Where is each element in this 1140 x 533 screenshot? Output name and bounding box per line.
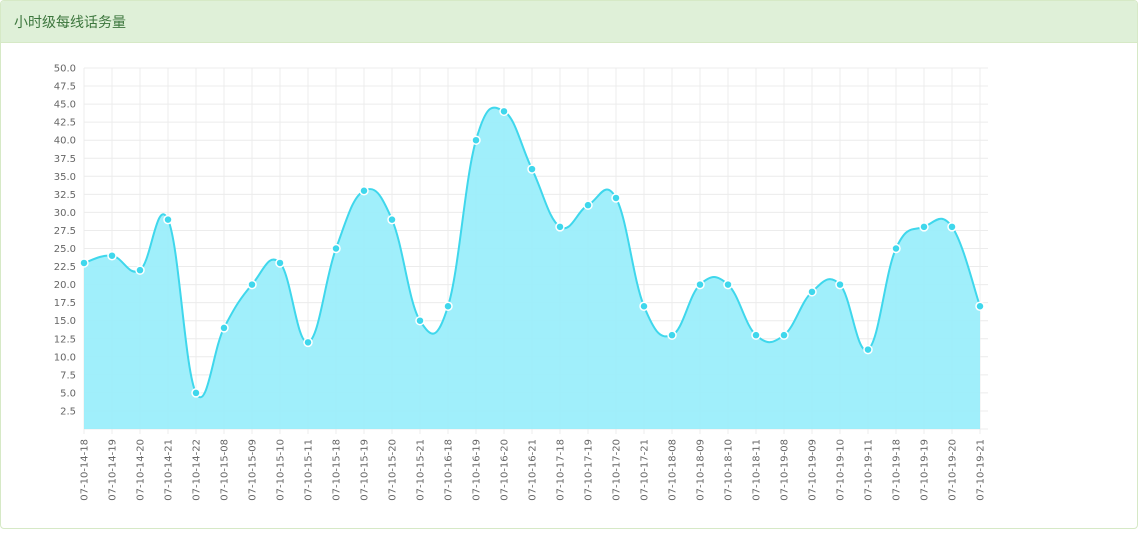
data-point: [807, 287, 817, 297]
y-tick-label: 2.5: [60, 406, 76, 417]
x-tick-label: 07-10-19-21: [976, 439, 987, 501]
data-point: [303, 337, 313, 348]
x-tick-label: 07-10-14-20: [136, 439, 147, 501]
y-tick-label: 10.0: [54, 352, 76, 363]
y-tick-label: 47.5: [54, 82, 76, 93]
y-tick-label: 22.5: [54, 262, 76, 273]
x-tick-label: 07-10-15-08: [220, 439, 231, 501]
x-tick-label: 07-10-15-20: [388, 439, 399, 501]
data-point: [611, 193, 621, 203]
x-tick-label: 07-10-18-11: [752, 439, 763, 501]
data-point: [247, 279, 257, 290]
data-point: [835, 279, 845, 290]
data-point: [779, 330, 789, 340]
data-point: [583, 200, 593, 210]
data-point: [79, 258, 89, 268]
y-tick-label: 27.5: [54, 226, 76, 237]
y-tick-label: 45.0: [54, 100, 76, 111]
data-point: [471, 135, 481, 145]
x-tick-label: 07-10-15-09: [248, 439, 259, 501]
data-point: [863, 344, 873, 355]
x-tick-label: 07-10-15-18: [332, 439, 343, 501]
x-tick-label: 07-10-16-20: [500, 439, 511, 501]
y-tick-label: 37.5: [54, 154, 76, 165]
data-point: [751, 330, 761, 340]
x-tick-label: 07-10-19-09: [808, 439, 819, 501]
y-tick-label: 50.0: [54, 64, 76, 75]
x-tick-label: 07-10-18-08: [668, 439, 679, 501]
data-point: [527, 164, 537, 174]
data-point: [359, 185, 369, 196]
y-tick-label: 30.0: [54, 208, 76, 219]
data-point: [331, 243, 341, 254]
data-point: [499, 106, 509, 117]
x-tick-label: 07-10-16-21: [528, 439, 539, 501]
data-point: [555, 222, 565, 232]
y-tick-label: 17.5: [54, 298, 76, 309]
x-tick-label: 07-10-18-09: [696, 439, 707, 501]
y-tick-label: 40.0: [54, 136, 76, 147]
y-tick-label: 15.0: [54, 316, 76, 327]
x-tick-label: 07-10-19-19: [920, 439, 931, 501]
x-tick-label: 07-10-15-10: [276, 439, 287, 501]
x-tick-label: 07-10-14-18: [80, 439, 91, 501]
x-tick-label: 07-10-19-08: [780, 439, 791, 501]
y-tick-label: 12.5: [54, 334, 76, 345]
y-tick-label: 42.5: [54, 118, 76, 129]
traffic-area-chart: 2.5 5.0 7.5 10.0 12.5 15.0 17.5 20.0 22.5 25.0 27.…: [54, 64, 988, 501]
data-point: [163, 214, 173, 225]
x-tick-label: 07-10-19-11: [864, 439, 875, 501]
data-point: [135, 265, 145, 275]
series-area-fill: [84, 107, 980, 429]
data-point: [919, 222, 929, 232]
x-tick-label: 07-10-14-19: [108, 439, 119, 501]
chart-area: 2.5 5.0 7.5 10.0 12.5 15.0 17.5 20.0 22.5 25.0 27.…: [1, 43, 1139, 529]
x-tick-label: 07-10-15-21: [416, 439, 427, 501]
data-point: [387, 214, 397, 225]
y-tick-label: 7.5: [60, 370, 76, 381]
x-tick-label: 07-10-17-18: [556, 439, 567, 501]
y-tick-label: 25.0: [54, 244, 76, 255]
x-tick-label: 07-10-19-10: [836, 439, 847, 501]
x-tick-label: 07-10-17-20: [612, 439, 623, 501]
x-tick-label: 07-10-16-19: [472, 439, 483, 501]
x-tick-label: 07-10-17-21: [640, 439, 651, 501]
x-tick-label: 07-10-15-11: [304, 439, 315, 501]
x-tick-label: 07-10-19-20: [948, 439, 959, 501]
data-point: [891, 243, 901, 254]
data-point: [219, 323, 229, 333]
x-tick-label: 07-10-19-18: [892, 439, 903, 501]
x-tick-label: 07-10-17-19: [584, 439, 595, 501]
y-tick-label: 32.5: [54, 190, 76, 201]
panel-title: 小时级每线话务量: [14, 14, 126, 31]
x-tick-label: 07-10-16-18: [444, 439, 455, 501]
data-point: [947, 222, 957, 232]
data-point: [723, 279, 733, 290]
panel-heading: 小时级每线话务量: [1, 1, 1137, 43]
x-tick-label: 07-10-18-10: [724, 439, 735, 501]
data-point: [639, 301, 649, 312]
y-tick-label: 35.0: [54, 172, 76, 183]
data-point: [695, 279, 705, 290]
data-point: [107, 250, 117, 261]
data-point: [975, 301, 985, 312]
x-tick-label: 07-10-14-21: [164, 439, 175, 501]
x-tick-label: 07-10-15-19: [360, 439, 371, 501]
data-point: [191, 388, 201, 398]
y-tick-label: 20.0: [54, 280, 76, 291]
data-point: [667, 330, 677, 340]
x-tick-label: 07-10-14-22: [192, 439, 203, 501]
y-tick-label: 5.0: [60, 388, 76, 399]
data-point: [415, 315, 425, 326]
data-point: [275, 258, 285, 268]
data-point: [443, 301, 453, 312]
